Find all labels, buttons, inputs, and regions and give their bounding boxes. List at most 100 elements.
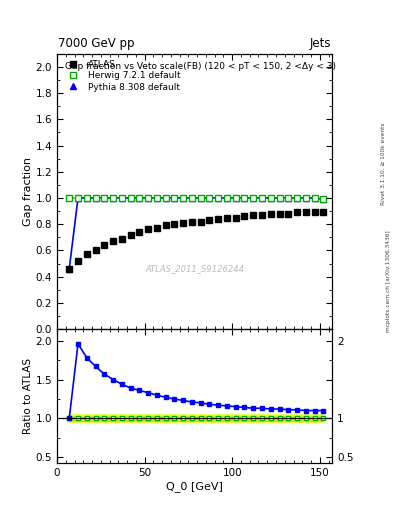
ATLAS: [312, 209, 317, 216]
Legend: ATLAS, Herwig 7.2.1 default, Pythia 8.308 default: ATLAS, Herwig 7.2.1 default, Pythia 8.30…: [61, 57, 183, 94]
Herwig 7.2.1 default: [84, 195, 89, 201]
Pythia 8.308 default: [93, 195, 98, 201]
Pythia 8.308 default: [251, 195, 255, 201]
ATLAS: [93, 247, 98, 253]
Herwig 7.2.1 default: [181, 195, 185, 201]
Pythia 8.308 default: [102, 195, 107, 201]
ATLAS: [277, 210, 282, 217]
Line: ATLAS: ATLAS: [66, 210, 326, 271]
Herwig 7.2.1 default: [111, 195, 116, 201]
Herwig 7.2.1 default: [260, 195, 264, 201]
Herwig 7.2.1 default: [224, 195, 229, 201]
Herwig 7.2.1 default: [295, 195, 299, 201]
Herwig 7.2.1 default: [321, 196, 326, 202]
Y-axis label: Gap fraction: Gap fraction: [23, 157, 33, 226]
ATLAS: [76, 258, 81, 264]
Pythia 8.308 default: [181, 195, 185, 201]
Pythia 8.308 default: [111, 195, 116, 201]
Herwig 7.2.1 default: [286, 195, 291, 201]
ATLAS: [233, 215, 238, 221]
Herwig 7.2.1 default: [242, 195, 247, 201]
ATLAS: [321, 209, 326, 216]
Pythia 8.308 default: [224, 195, 229, 201]
ATLAS: [181, 220, 185, 226]
Pythia 8.308 default: [67, 266, 72, 272]
Line: Pythia 8.308 default: Pythia 8.308 default: [66, 196, 326, 271]
Text: Gap fraction vs Veto scale(FB) (120 < pT < 150, 2 <Δy < 3): Gap fraction vs Veto scale(FB) (120 < pT…: [65, 62, 336, 71]
ATLAS: [163, 222, 168, 228]
ATLAS: [268, 210, 273, 217]
ATLAS: [224, 215, 229, 221]
ATLAS: [128, 231, 133, 238]
Herwig 7.2.1 default: [146, 195, 151, 201]
ATLAS: [67, 266, 72, 272]
Pythia 8.308 default: [198, 195, 203, 201]
Herwig 7.2.1 default: [303, 195, 308, 201]
Herwig 7.2.1 default: [233, 195, 238, 201]
ATLAS: [303, 209, 308, 216]
Pythia 8.308 default: [154, 195, 159, 201]
ATLAS: [119, 236, 124, 242]
Herwig 7.2.1 default: [67, 195, 72, 201]
Text: mcplots.cern.ch [arXiv:1306.3436]: mcplots.cern.ch [arXiv:1306.3436]: [386, 231, 391, 332]
Text: Jets: Jets: [309, 37, 331, 50]
Pythia 8.308 default: [119, 195, 124, 201]
Pythia 8.308 default: [128, 195, 133, 201]
Pythia 8.308 default: [295, 195, 299, 201]
Y-axis label: Ratio to ATLAS: Ratio to ATLAS: [23, 358, 33, 434]
ATLAS: [111, 238, 116, 244]
Herwig 7.2.1 default: [216, 195, 220, 201]
Pythia 8.308 default: [146, 195, 151, 201]
ATLAS: [146, 226, 151, 232]
Herwig 7.2.1 default: [198, 195, 203, 201]
ATLAS: [251, 212, 255, 218]
Pythia 8.308 default: [277, 195, 282, 201]
ATLAS: [154, 225, 159, 231]
Pythia 8.308 default: [137, 195, 142, 201]
Pythia 8.308 default: [321, 196, 326, 202]
ATLAS: [172, 221, 177, 227]
Pythia 8.308 default: [233, 195, 238, 201]
Herwig 7.2.1 default: [172, 195, 177, 201]
Herwig 7.2.1 default: [251, 195, 255, 201]
ATLAS: [295, 209, 299, 216]
ATLAS: [207, 217, 212, 223]
ATLAS: [102, 242, 107, 248]
Herwig 7.2.1 default: [154, 195, 159, 201]
Text: ATLAS_2011_S9126244: ATLAS_2011_S9126244: [145, 264, 244, 273]
Herwig 7.2.1 default: [93, 195, 98, 201]
Herwig 7.2.1 default: [76, 195, 81, 201]
Herwig 7.2.1 default: [119, 195, 124, 201]
Herwig 7.2.1 default: [163, 195, 168, 201]
ATLAS: [189, 219, 194, 225]
Line: Herwig 7.2.1 default: Herwig 7.2.1 default: [66, 196, 326, 202]
Pythia 8.308 default: [268, 195, 273, 201]
X-axis label: Q_0 [GeV]: Q_0 [GeV]: [166, 481, 223, 492]
ATLAS: [286, 210, 291, 217]
ATLAS: [242, 214, 247, 220]
Text: Rivet 3.1.10, ≥ 100k events: Rivet 3.1.10, ≥ 100k events: [381, 122, 386, 205]
Herwig 7.2.1 default: [277, 195, 282, 201]
ATLAS: [260, 212, 264, 218]
Herwig 7.2.1 default: [102, 195, 107, 201]
Herwig 7.2.1 default: [207, 195, 212, 201]
Pythia 8.308 default: [76, 195, 81, 201]
Pythia 8.308 default: [163, 195, 168, 201]
Pythia 8.308 default: [286, 195, 291, 201]
Pythia 8.308 default: [242, 195, 247, 201]
Herwig 7.2.1 default: [128, 195, 133, 201]
Herwig 7.2.1 default: [189, 195, 194, 201]
ATLAS: [198, 219, 203, 225]
ATLAS: [216, 216, 220, 222]
Pythia 8.308 default: [303, 195, 308, 201]
Pythia 8.308 default: [172, 195, 177, 201]
Pythia 8.308 default: [216, 195, 220, 201]
Pythia 8.308 default: [84, 195, 89, 201]
Pythia 8.308 default: [260, 195, 264, 201]
Herwig 7.2.1 default: [137, 195, 142, 201]
ATLAS: [84, 251, 89, 258]
Text: 7000 GeV pp: 7000 GeV pp: [58, 37, 135, 50]
ATLAS: [137, 229, 142, 235]
Herwig 7.2.1 default: [312, 195, 317, 201]
Pythia 8.308 default: [189, 195, 194, 201]
